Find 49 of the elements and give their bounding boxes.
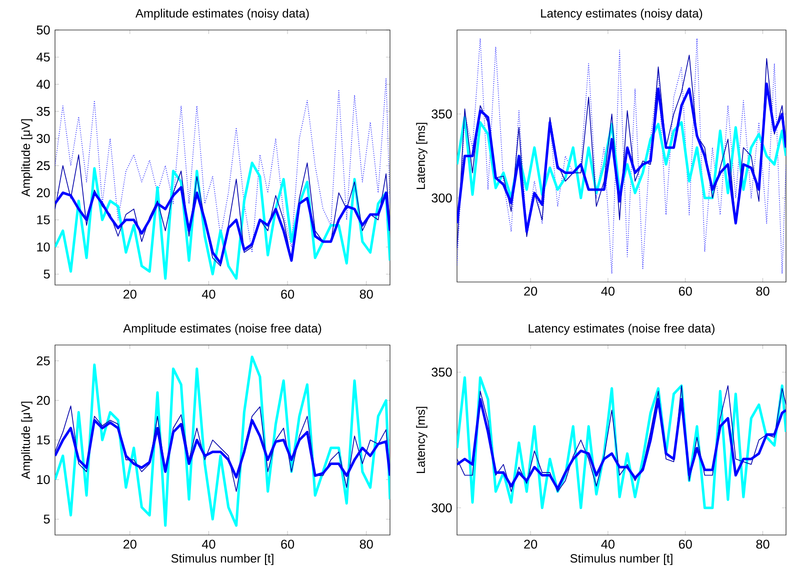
x-tick-label: 40: [202, 290, 216, 299]
x-tick-label: 80: [756, 286, 770, 296]
x-tick-label: 20: [524, 286, 538, 296]
y-tick-label: 350: [432, 368, 452, 377]
y-tick-label: 50: [36, 26, 50, 34]
line-series: [457, 38, 786, 274]
x-tick-label: 60: [678, 286, 692, 296]
y-tick-label: 10: [37, 475, 50, 484]
y-tick-label: 350: [432, 110, 452, 118]
line-series: [55, 78, 390, 253]
y-tick-label: 15: [37, 215, 50, 224]
y-tick-label: 5: [44, 514, 50, 524]
x-tick-label: 60: [678, 540, 692, 549]
x-tick-label: 60: [281, 290, 294, 299]
x-tick-label: 40: [202, 540, 216, 549]
y-tick-label: 25: [36, 356, 50, 366]
y-tick-label: 45: [36, 52, 50, 62]
x-tick-label: 20: [123, 290, 136, 299]
y-axis-title: Latency [ms]: [416, 122, 428, 190]
x-axis-title: Stimulus number [t]: [171, 554, 274, 566]
x-tick-label: 60: [281, 540, 294, 549]
y-axis-title: Latency [ms]: [416, 406, 428, 474]
y-tick-label: 15: [37, 436, 50, 444]
x-tick-label: 80: [360, 290, 373, 299]
x-axis-title: Stimulus number [t]: [570, 554, 672, 566]
x-tick-label: 40: [601, 286, 614, 296]
y-axis-title: Amplitude [μV]: [21, 119, 32, 197]
y-tick-label: 10: [37, 242, 50, 252]
line-series: [55, 186, 390, 265]
y-tick-label: 20: [36, 188, 50, 198]
y-tick-label: 25: [36, 161, 50, 170]
chart-title: Amplitude estimates (noisy data): [135, 8, 309, 20]
y-tick-label: 30: [36, 134, 50, 143]
chart-title: Latency estimates (noisy data): [541, 8, 702, 20]
x-tick-label: 40: [601, 540, 614, 549]
y-tick-label: 35: [36, 106, 50, 116]
chart-title: Amplitude estimates (noise free data): [123, 324, 322, 335]
x-tick-label: 20: [524, 540, 538, 549]
x-tick-label: 80: [756, 540, 770, 549]
y-tick-label: 20: [36, 396, 50, 405]
y-tick-label: 300: [432, 503, 452, 512]
x-tick-label: 20: [123, 540, 136, 549]
chart-title: Latency estimates (noise free data): [528, 324, 714, 335]
y-tick-label: 300: [432, 194, 452, 202]
line-series: [55, 418, 390, 478]
x-tick-label: 80: [360, 540, 373, 549]
y-tick-label: 40: [36, 80, 50, 89]
y-tick-label: 5: [44, 270, 50, 279]
y-axis-title: Amplitude [μV]: [21, 402, 32, 480]
